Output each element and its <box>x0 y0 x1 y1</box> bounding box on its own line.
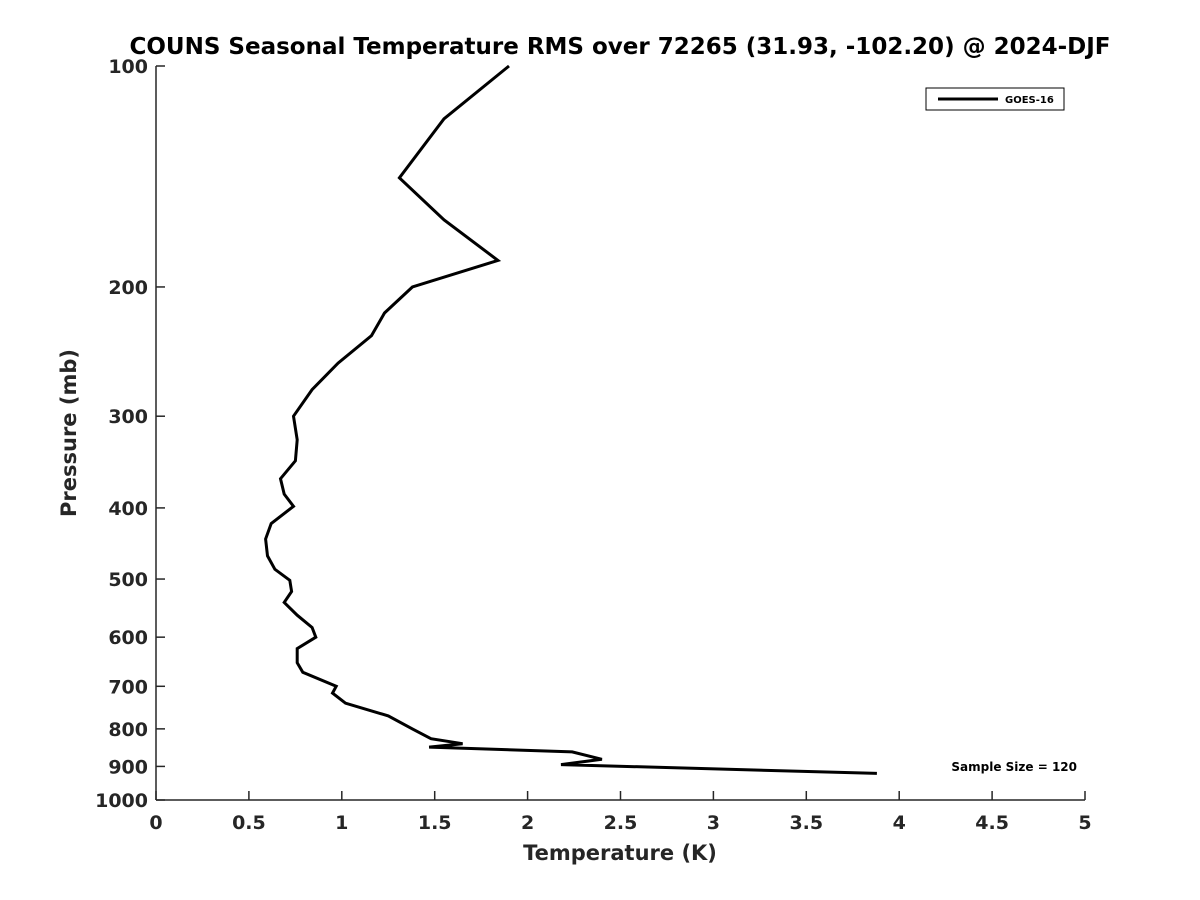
y-tick-label: 1000 <box>95 790 148 812</box>
y-tick-label: 700 <box>108 676 148 698</box>
x-tick-label: 4.5 <box>975 812 1009 834</box>
y-tick-label: 200 <box>108 277 148 299</box>
x-tick-label: 2.5 <box>604 812 638 834</box>
y-tick-label: 400 <box>108 498 148 520</box>
y-tick-label: 300 <box>108 406 148 428</box>
y-axis-label: Pressure (mb) <box>57 349 81 517</box>
x-tick-label: 1 <box>335 812 348 834</box>
x-tick-label: 2 <box>521 812 534 834</box>
y-tick-label: 100 <box>108 56 148 78</box>
x-tick-label: 5 <box>1078 812 1091 834</box>
x-tick-label: 1.5 <box>418 812 452 834</box>
x-tick-label: 3.5 <box>789 812 823 834</box>
x-tick-label: 4 <box>893 812 906 834</box>
y-tick-label: 800 <box>108 719 148 741</box>
sample-size-annotation: Sample Size = 120 <box>951 760 1077 774</box>
y-tick-label: 500 <box>108 569 148 591</box>
x-tick-label: 0 <box>149 812 162 834</box>
chart-title: COUNS Seasonal Temperature RMS over 7226… <box>129 34 1110 60</box>
series-line-goes-16 <box>264 64 877 775</box>
legend: GOES-16 <box>925 87 1065 111</box>
plot-area <box>156 66 1085 800</box>
x-tick-label: 0.5 <box>232 812 266 834</box>
x-tick-label: 3 <box>707 812 720 834</box>
y-axis: 100 200 300 400 500 600 700 800 900 1000 <box>95 56 165 812</box>
y-tick-label: 900 <box>108 756 148 778</box>
legend-label: GOES-16 <box>1005 95 1054 106</box>
x-axis: 0 0.5 1 1.5 2 2.5 3 3.5 4 4.5 5 <box>149 791 1092 834</box>
y-tick-label: 600 <box>108 627 148 649</box>
x-axis-label: Temperature (K) <box>523 841 717 865</box>
